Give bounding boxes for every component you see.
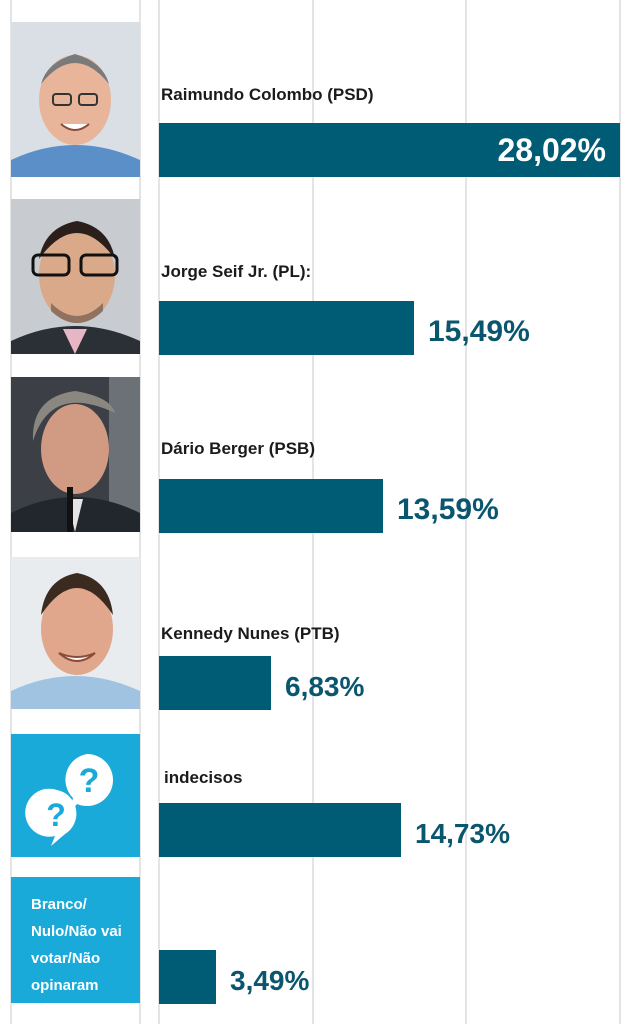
person-icon <box>11 377 140 532</box>
value-label: 15,49% <box>428 315 530 348</box>
value-label: 14,73% <box>415 818 510 849</box>
person-icon <box>11 199 140 354</box>
bar <box>159 803 401 857</box>
candidate-photo-jorge-seif <box>11 199 140 354</box>
bar <box>159 123 620 177</box>
bar <box>159 656 271 710</box>
value-label: 28,02% <box>497 132 606 168</box>
value-label: 6,83% <box>285 671 365 702</box>
question-bubbles-icon: ? ? <box>25 754 113 846</box>
category-label: indecisos <box>164 768 243 787</box>
candidate-photo-raimundo-colombo <box>11 22 140 177</box>
category-label: Raimundo Colombo (PSD) <box>161 85 374 104</box>
bar <box>159 301 414 355</box>
person-icon <box>11 557 140 709</box>
svg-text:?: ? <box>46 797 66 833</box>
category-label: Dário Berger (PSB) <box>161 439 315 458</box>
candidate-photo-kennedy-nunes <box>11 557 140 709</box>
bar <box>159 950 216 1004</box>
value-label: 3,49% <box>230 965 310 996</box>
blank-null-panel: Branco/ Nulo/Não vai votar/Não opinaram <box>11 877 140 1003</box>
category-label: Jorge Seif Jr. (PL): <box>161 262 312 281</box>
undecided-icon-panel: ? ? <box>11 734 140 857</box>
candidate-photo-dario-berger <box>11 377 140 532</box>
person-icon <box>11 22 140 177</box>
blank-null-label: Branco/ Nulo/Não vai votar/Não opinaram <box>31 896 122 994</box>
category-label: Kennedy Nunes (PTB) <box>161 624 340 643</box>
bar <box>159 479 383 533</box>
svg-text:?: ? <box>79 762 100 800</box>
value-label: 13,59% <box>397 493 499 526</box>
